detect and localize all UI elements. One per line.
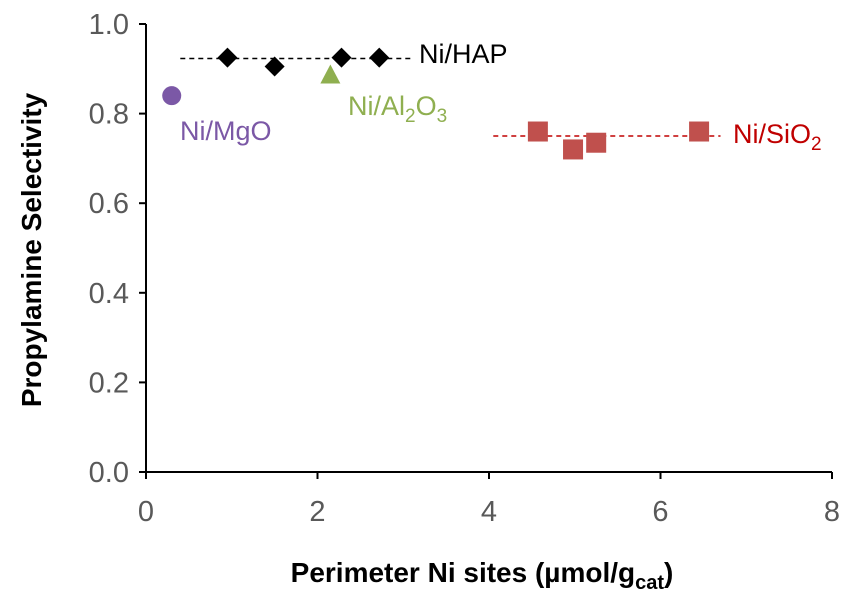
series-label-ni-sio2: Ni/SiO2 — [733, 119, 822, 155]
y-tick-label: 1.0 — [89, 9, 129, 41]
x-tick-label: 4 — [481, 496, 497, 528]
data-point-ni-sio2 — [689, 121, 710, 142]
y-tick-label: 0.8 — [89, 99, 129, 131]
data-point-ni-hap — [369, 47, 390, 68]
y-tick-label: 0.6 — [89, 188, 129, 220]
data-point-ni-hap — [264, 56, 285, 77]
data-points — [162, 47, 710, 160]
x-tick-label: 0 — [138, 496, 154, 528]
series-label-ni-mgo: Ni/MgO — [180, 116, 272, 146]
data-point-ni-sio2 — [586, 132, 607, 153]
y-tick-label: 0.0 — [89, 457, 129, 489]
data-point-ni-sio2 — [563, 139, 584, 160]
series-label-ni-al2o3: Ni/Al2O3 — [348, 91, 447, 127]
series-label-ni-hap: Ni/HAP — [419, 39, 508, 69]
y-axis-title: Propylamine Selectivity — [16, 92, 47, 407]
x-tick-label: 2 — [309, 496, 325, 528]
axes: 0 2 4 6 8 0.0 0.2 0.4 0.6 0.8 1.0 — [89, 9, 840, 528]
x-tick-label: 8 — [824, 496, 840, 528]
data-point-ni-al2o3 — [320, 64, 341, 84]
data-point-ni-hap — [217, 47, 238, 68]
data-point-ni-sio2 — [527, 121, 548, 142]
data-point-ni-mgo — [162, 86, 182, 106]
y-tick-label: 0.4 — [89, 278, 129, 310]
x-axis-title: Perimeter Ni sites (µmol/gcat) — [291, 557, 674, 594]
data-point-ni-hap — [331, 47, 352, 68]
y-tick-label: 0.2 — [89, 367, 129, 399]
x-tick-label: 6 — [652, 496, 668, 528]
